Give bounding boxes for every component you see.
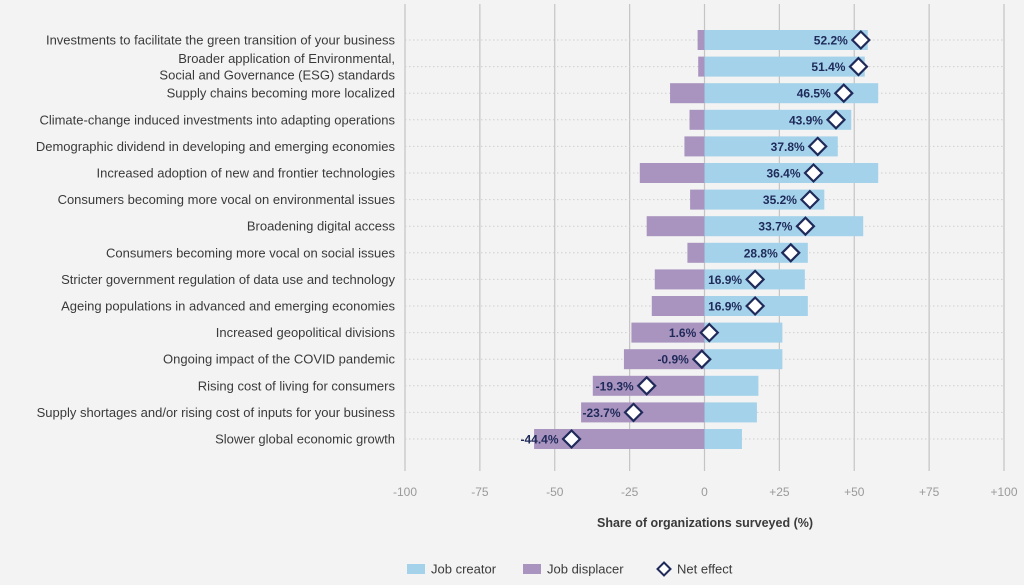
- category-label: Broader application of Environmental,: [178, 51, 395, 66]
- bar-job-creator: [704, 242, 808, 263]
- x-tick-label: +100: [990, 485, 1017, 499]
- x-tick-label: -50: [546, 485, 564, 499]
- x-tick-label: 0: [701, 485, 708, 499]
- bar-job-displacer: [689, 109, 705, 130]
- net-effect-label: 37.8%: [771, 140, 805, 154]
- bar-job-creator: [704, 216, 864, 237]
- bar-job-creator: [704, 402, 757, 423]
- bar-job-displacer: [639, 163, 705, 183]
- x-tick-label: +25: [769, 485, 790, 499]
- bar-job-displacer: [690, 189, 705, 210]
- legend-label-job-displacer: Job displacer: [547, 562, 624, 577]
- category-label: Climate-change induced investments into …: [39, 112, 395, 127]
- bar-job-displacer: [697, 30, 705, 50]
- net-effect-label: 33.7%: [758, 220, 792, 234]
- net-effect-marker: [848, 56, 869, 77]
- bar-job-creator: [704, 109, 852, 130]
- net-effect-label: 16.9%: [708, 300, 742, 314]
- net-effect-marker: [803, 162, 824, 184]
- category-label: Supply shortages and/or rising cost of i…: [37, 405, 396, 420]
- bar-job-creator: [704, 136, 838, 157]
- net-effect-marker: [636, 375, 657, 396]
- net-effect-marker: [825, 109, 847, 130]
- bar-job-creator: [704, 189, 825, 210]
- bar-job-creator: [704, 375, 759, 396]
- bar-job-displacer: [687, 242, 705, 263]
- bar-job-creator: [704, 163, 879, 183]
- bar-job-creator: [704, 83, 879, 104]
- category-label: Broadening digital access: [247, 219, 396, 234]
- bar-job-creator: [704, 349, 783, 370]
- legend-swatch-job-creator: [407, 564, 425, 574]
- net-effect-label: 43.9%: [789, 113, 823, 127]
- net-effect-label: 1.6%: [669, 326, 697, 340]
- bar-job-creator: [704, 429, 742, 449]
- bar-job-displacer: [623, 349, 705, 370]
- net-effect-label: 28.8%: [744, 246, 778, 260]
- category-label: Slower global economic growth: [215, 432, 395, 447]
- x-tick-label: -100: [393, 485, 417, 499]
- category-label: Rising cost of living for consumers: [198, 378, 396, 393]
- legend-marker-net-effect: [656, 561, 672, 577]
- net-effect-label: 16.9%: [708, 273, 742, 287]
- net-effect-marker: [745, 269, 766, 290]
- bar-job-creator: [704, 30, 868, 50]
- net-effect-label: -44.4%: [520, 433, 558, 447]
- bar-job-displacer: [684, 136, 705, 157]
- legend-swatch-job-displacer: [523, 564, 541, 574]
- net-effect-label: -23.7%: [582, 406, 620, 420]
- bar-job-creator: [704, 56, 865, 77]
- category-label: Ageing populations in advanced and emerg…: [61, 299, 395, 314]
- category-label: Investments to facilitate the green tran…: [46, 33, 396, 48]
- category-labels: Investments to facilitate the green tran…: [36, 33, 396, 447]
- net-effect-label: -0.9%: [657, 353, 689, 367]
- net-effect-marker: [623, 402, 644, 423]
- x-axis-ticks: -100 -75 -50 -25 0 +25 +50 +75 +100: [393, 485, 1018, 499]
- net-effect-label: 51.4%: [811, 60, 845, 74]
- bar-job-displacer: [654, 269, 705, 290]
- x-axis-title: Share of organizations surveyed (%): [597, 516, 813, 530]
- net-effect-label: 46.5%: [797, 87, 831, 101]
- x-tick-label: -75: [471, 485, 489, 499]
- net-effect-marker: [795, 216, 816, 237]
- bar-job-displacer: [651, 296, 705, 316]
- net-effect-label: 52.2%: [814, 34, 848, 48]
- legend-label-job-creator: Job creator: [431, 562, 497, 577]
- bar-job-displacer: [698, 56, 705, 77]
- category-label: Consumers becoming more vocal on environ…: [58, 192, 396, 207]
- net-effect-marker: [561, 428, 582, 450]
- x-tick-label: +75: [919, 485, 940, 499]
- net-effect-marker: [745, 295, 766, 317]
- category-label: Consumers becoming more vocal on social …: [106, 245, 396, 260]
- category-label: Demographic dividend in developing and e…: [36, 139, 396, 154]
- category-label: Increased geopolitical divisions: [216, 325, 396, 340]
- bar-job-creator: [704, 322, 783, 343]
- category-label: Ongoing impact of the COVID pandemic: [163, 352, 395, 367]
- legend-label-net-effect: Net effect: [677, 562, 733, 577]
- bar-job-displacer: [534, 429, 705, 449]
- net-effect-marker: [799, 189, 820, 210]
- bar-job-displacer: [646, 216, 705, 237]
- legend: Job creator Job displacer Net effect: [407, 561, 733, 577]
- x-tick-label: -25: [621, 485, 639, 499]
- net-effect-marker: [691, 349, 712, 370]
- bars: 52.2% 51.4% 46.5% 43.9% 37.8% 36.4% 35.2% 33.7%…: [520, 29, 879, 450]
- net-effect-label: 36.4%: [766, 167, 800, 181]
- bar-job-displacer: [631, 322, 705, 343]
- category-label: Increased adoption of new and frontier t…: [97, 166, 396, 181]
- net-effect-marker: [780, 242, 801, 263]
- net-effect-marker: [833, 83, 854, 104]
- net-effect-marker: [850, 29, 871, 51]
- category-label: Supply chains becoming more localized: [167, 86, 395, 101]
- net-effect-label: 35.2%: [763, 193, 797, 207]
- grid: [404, 4, 1005, 471]
- net-effect-label: -19.3%: [596, 379, 634, 393]
- net-effect-marker: [699, 322, 720, 343]
- category-label: Stricter government regulation of data u…: [61, 272, 395, 287]
- net-effect-marker: [807, 136, 828, 157]
- category-label: Social and Governance (ESG) standards: [159, 67, 395, 82]
- bar-job-displacer: [670, 83, 705, 104]
- x-tick-label: +50: [844, 485, 865, 499]
